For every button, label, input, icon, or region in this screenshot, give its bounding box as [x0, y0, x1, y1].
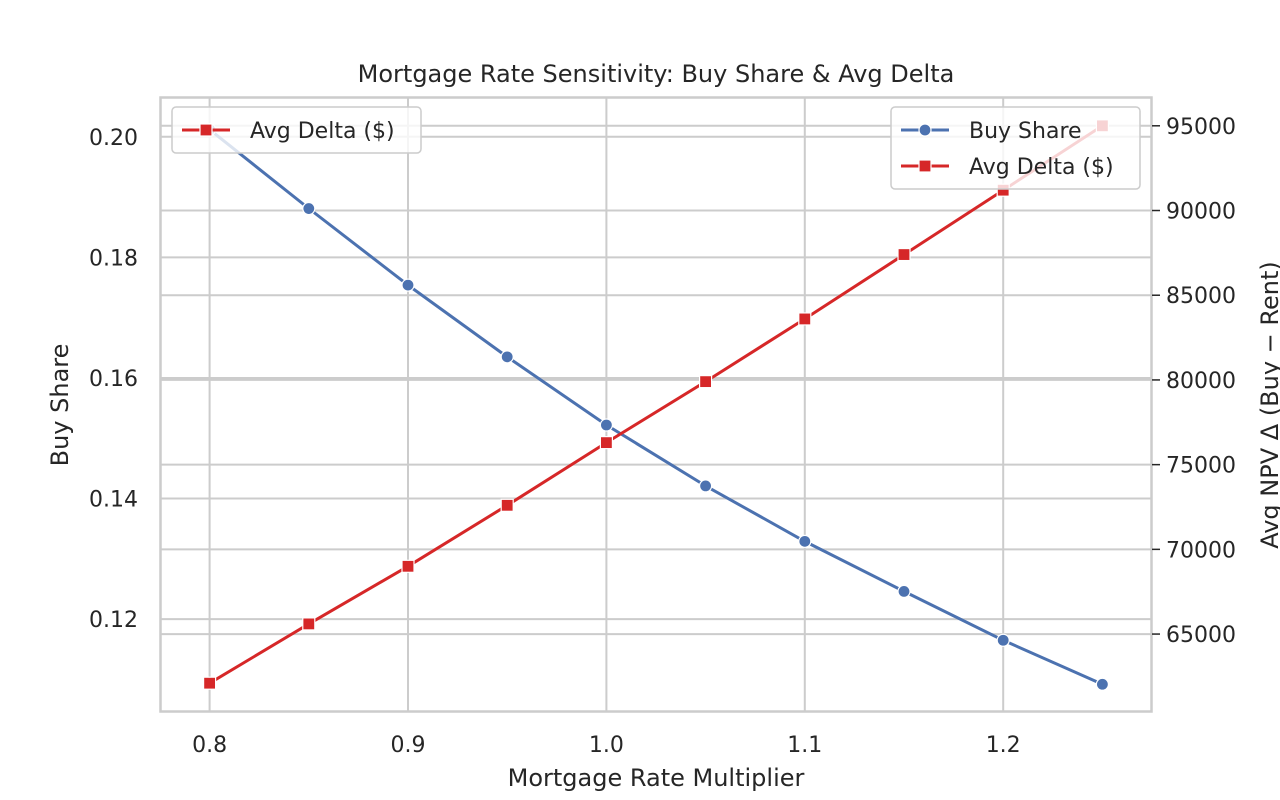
y-tick-label: 0.20 — [89, 126, 138, 151]
series-buy-share — [203, 122, 1110, 691]
series — [203, 119, 1110, 691]
data-point — [500, 350, 514, 364]
legend-marker — [918, 159, 932, 173]
x-axis-label: Mortgage Rate Multiplier — [508, 764, 805, 792]
x-tick-label: 0.9 — [391, 733, 426, 758]
plot-frame — [159, 96, 1153, 713]
legend-box — [890, 106, 1141, 190]
legend-label: Avg Delta ($) — [969, 155, 1114, 180]
data-point — [1095, 677, 1110, 691]
legend-label: Buy Share — [969, 119, 1082, 144]
y-tick-label: 0.18 — [89, 246, 138, 271]
y-axis-left: 0.12 0.14 0.16 0.18 0.20 — [89, 126, 138, 633]
y-tick-label: 0.14 — [89, 488, 138, 513]
data-point — [897, 247, 911, 262]
data-point — [798, 312, 812, 326]
x-tick-label: 1.0 — [589, 733, 624, 758]
data-point — [302, 201, 316, 216]
x-tick-label: 0.8 — [192, 733, 227, 758]
legend-box — [171, 106, 422, 154]
data-point — [500, 498, 514, 512]
y2-tick-label: 70000 — [1166, 538, 1236, 563]
series-line — [208, 128, 1104, 686]
data-point — [798, 534, 812, 548]
y2-axis-label: Avg NPV Δ (Buy − Rent) — [1256, 261, 1280, 549]
y2-tick-label: 65000 — [1166, 623, 1236, 648]
data-point — [203, 676, 217, 690]
y-axis-label: Buy Share — [46, 344, 74, 467]
data-point — [401, 559, 415, 573]
chart-title: Mortgage Rate Sensitivity: Buy Share & A… — [358, 60, 955, 88]
legend-label: Avg Delta ($) — [250, 119, 395, 144]
data-point — [996, 633, 1010, 647]
y2-tick-label: 85000 — [1166, 284, 1236, 309]
y-tick-label: 0.16 — [89, 367, 138, 392]
legend-right: Buy Share Avg Delta ($) — [890, 106, 1141, 190]
x-axis: 0.8 0.9 1.0 1.1 1.2 — [192, 733, 1021, 758]
data-point — [698, 375, 713, 389]
data-point — [302, 617, 316, 631]
y2-tick-label: 75000 — [1166, 454, 1236, 479]
legend-marker — [199, 123, 213, 137]
data-point — [599, 418, 614, 432]
y2-tick-label: 95000 — [1166, 115, 1236, 140]
y-tick-label: 0.12 — [89, 608, 138, 633]
x-tick-label: 1.2 — [986, 733, 1021, 758]
data-point — [698, 479, 713, 493]
data-point — [897, 584, 911, 599]
y2-tick-label: 80000 — [1166, 369, 1236, 394]
grid — [160, 97, 1152, 712]
legend-left: Avg Delta ($) — [171, 106, 422, 154]
legend-marker — [918, 123, 932, 137]
data-point — [599, 436, 614, 450]
series-avg-delta — [203, 119, 1110, 690]
x-tick-label: 1.1 — [787, 733, 822, 758]
data-point — [401, 278, 415, 292]
y-axis-right: 65000 70000 75000 80000 85000 90000 95000 — [1152, 115, 1236, 648]
y2-tick-label: 90000 — [1166, 200, 1236, 225]
series-line — [208, 124, 1104, 685]
